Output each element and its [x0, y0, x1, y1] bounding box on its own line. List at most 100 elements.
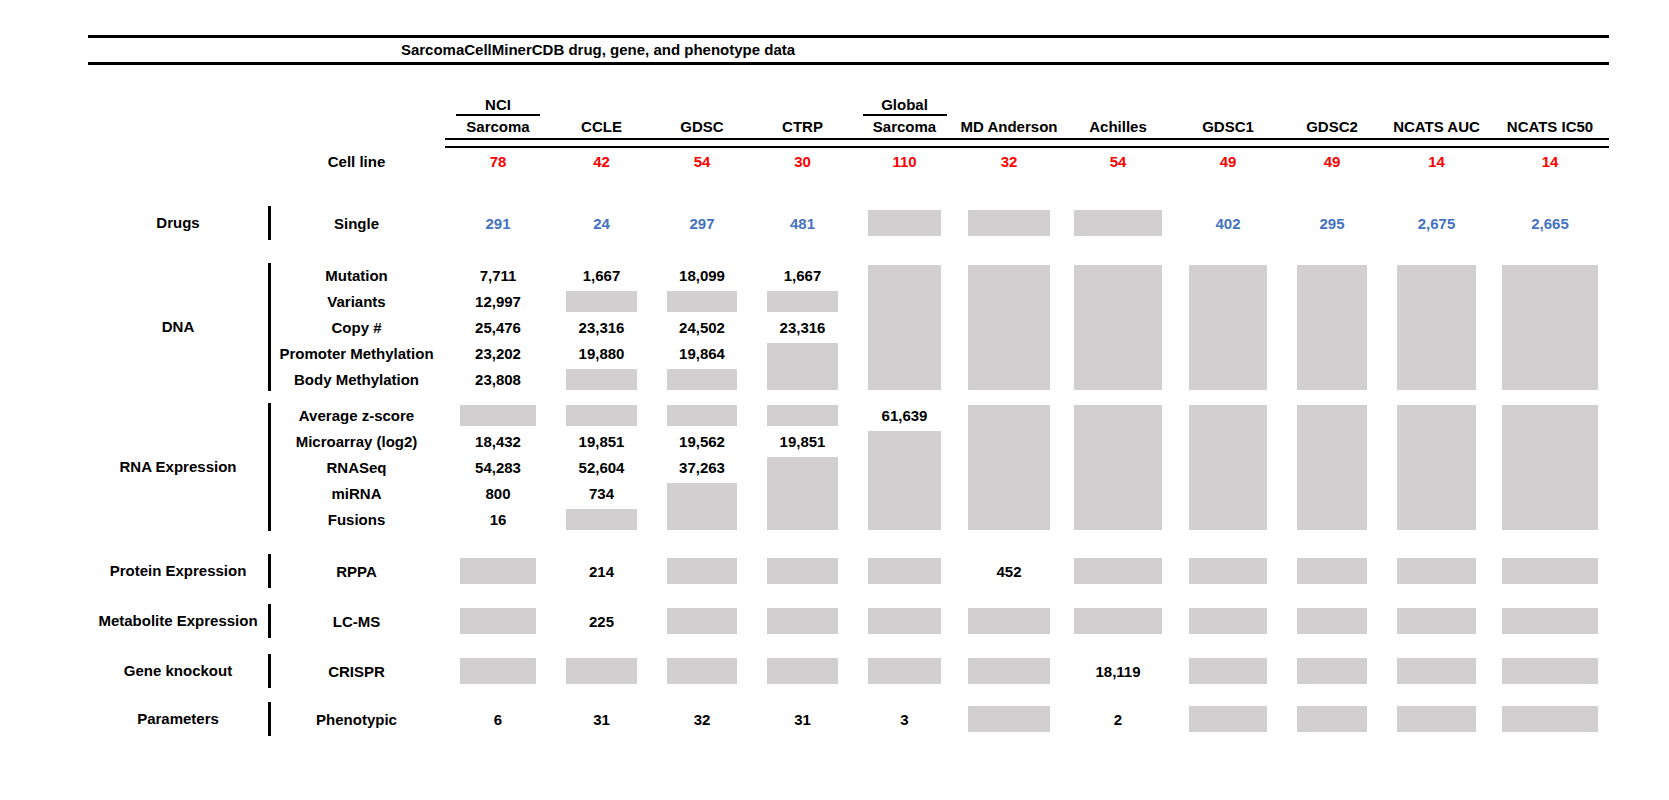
no-data-box: [667, 369, 737, 390]
data-value: 32: [652, 711, 752, 728]
data-value: 61,639: [853, 407, 956, 424]
no-data-box: [1502, 265, 1598, 390]
data-value: 214: [551, 563, 652, 580]
no-data-box: [1297, 706, 1367, 732]
column-header: NCATS IC50: [1507, 118, 1593, 138]
row-label: Single: [268, 215, 445, 232]
row-category: Protein Expression: [88, 563, 268, 580]
no-data-box: [767, 457, 838, 530]
data-value: 291: [445, 215, 551, 232]
no-data-box: [460, 658, 536, 684]
section-gene-knockout: Gene knockoutCRISPR18,119: [88, 656, 1609, 686]
row-label: Mutation: [268, 267, 445, 284]
table-body: NCISarcomaCCLEGDSCCTRPGlobalSarcomaMD An…: [88, 92, 1609, 734]
data-value: 23,316: [551, 319, 652, 336]
no-data-box: [968, 608, 1050, 634]
data-value: 402: [1174, 215, 1282, 232]
no-data-box: [968, 210, 1050, 236]
data-value: 481: [752, 215, 853, 232]
column-header: GDSC: [680, 118, 723, 138]
no-data-box: [1502, 405, 1598, 530]
cell-line-count: 49: [1174, 153, 1282, 170]
cell-line-count: 32: [956, 153, 1062, 170]
no-data-box: [1297, 558, 1367, 584]
cell-line-count: 54: [1062, 153, 1174, 170]
no-data-box: [1189, 608, 1267, 634]
row-category: RNA Expression: [88, 459, 268, 476]
no-data-box: [1397, 658, 1476, 684]
cell-line-count: 78: [445, 153, 551, 170]
no-data-box: [1297, 265, 1367, 390]
no-data-box: [1502, 658, 1598, 684]
no-data-box: [1189, 706, 1267, 732]
row-category: Gene knockout: [88, 663, 268, 680]
no-data-box: [767, 558, 838, 584]
column-header: NCATS AUC: [1393, 118, 1480, 138]
section-drugs: DrugsSingle291242974814022952,6752,665: [88, 208, 1609, 238]
header-double-rule: [445, 138, 1609, 148]
data-value: 18,099: [652, 267, 752, 284]
data-value: 225: [551, 613, 652, 630]
data-value: 54,283: [445, 459, 551, 476]
no-data-box: [1189, 265, 1267, 390]
no-data-box: [460, 608, 536, 634]
no-data-box: [868, 431, 941, 530]
row-label: Fusions: [268, 511, 445, 528]
no-data-box: [1397, 405, 1476, 530]
row-label: Microarray (log2): [268, 433, 445, 450]
row-label: Phenotypic: [268, 711, 445, 728]
data-value: 24: [551, 215, 652, 232]
no-data-box: [968, 658, 1050, 684]
no-data-box: [968, 405, 1050, 530]
no-data-box: [868, 210, 941, 236]
no-data-box: [667, 405, 737, 426]
no-data-box: [767, 658, 838, 684]
data-value: 19,851: [752, 433, 853, 450]
no-data-box: [1397, 706, 1476, 732]
cell-line-row-label: Cell line: [268, 153, 445, 170]
data-value: 24,502: [652, 319, 752, 336]
column-header: Achilles: [1089, 118, 1147, 138]
data-value: 1,667: [752, 267, 853, 284]
column-header: Sarcoma: [873, 118, 936, 138]
row-category: Drugs: [88, 215, 268, 232]
section-rna-expression: RNA ExpressionAverage z-score61,639Micro…: [88, 402, 1609, 532]
no-data-box: [767, 343, 838, 390]
no-data-box: [1297, 405, 1367, 530]
no-data-box: [868, 608, 941, 634]
row-category: Parameters: [88, 711, 268, 728]
data-value: 31: [752, 711, 853, 728]
data-value: 19,562: [652, 433, 752, 450]
no-data-box: [566, 369, 637, 390]
no-data-box: [1189, 658, 1267, 684]
column-header-grid: NCISarcomaCCLEGDSCCTRPGlobalSarcomaMD An…: [88, 92, 1609, 174]
cell-line-count: 49: [1282, 153, 1382, 170]
no-data-box: [566, 405, 637, 426]
row-label: Body Methylation: [268, 371, 445, 388]
no-data-box: [1074, 608, 1162, 634]
no-data-box: [767, 608, 838, 634]
data-value: 734: [551, 485, 652, 502]
no-data-box: [1397, 558, 1476, 584]
row-label: CRISPR: [268, 663, 445, 680]
no-data-box: [868, 558, 941, 584]
row-label: RPPA: [268, 563, 445, 580]
no-data-box: [1297, 658, 1367, 684]
no-data-box: [1074, 405, 1162, 530]
data-value: 19,880: [551, 345, 652, 362]
cell-line-count: 14: [1491, 153, 1609, 170]
section-metabolite-expression: Metabolite ExpressionLC-MS225: [88, 606, 1609, 636]
title-rule-bottom: [88, 62, 1609, 65]
no-data-box: [968, 706, 1050, 732]
cell-line-count: 14: [1382, 153, 1491, 170]
no-data-box: [1502, 558, 1598, 584]
data-value: 23,202: [445, 345, 551, 362]
column-header: GDSC2: [1306, 118, 1358, 138]
column-header: Sarcoma: [466, 118, 529, 138]
row-category: Metabolite Expression: [88, 613, 268, 630]
column-header-top: NCI: [456, 96, 540, 116]
data-value: 19,851: [551, 433, 652, 450]
no-data-box: [460, 558, 536, 584]
row-label: Promoter Methylation: [268, 345, 445, 362]
no-data-box: [1189, 558, 1267, 584]
